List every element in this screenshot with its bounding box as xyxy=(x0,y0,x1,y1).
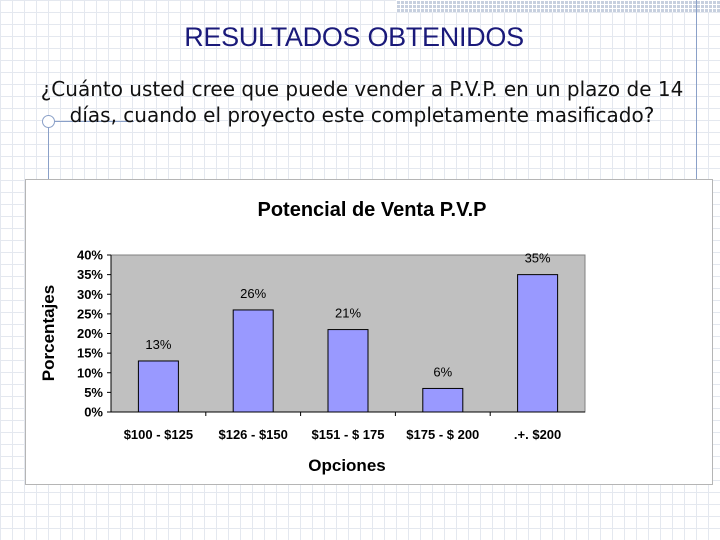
decorative-circle xyxy=(42,115,55,128)
bar-value-label: 6% xyxy=(433,364,452,379)
top-decorative-band xyxy=(396,0,720,12)
y-tick-label: 30% xyxy=(77,287,103,302)
bar-value-label: 21% xyxy=(335,306,361,321)
y-tick-label: 15% xyxy=(77,346,103,361)
x-tick-label: $151 - $ 175 xyxy=(311,427,384,442)
y-tick-label: 0% xyxy=(84,405,103,420)
bar xyxy=(327,329,369,413)
bar-value-label: 13% xyxy=(145,337,171,352)
x-axis-title: Opciones xyxy=(308,456,385,475)
x-tick-label: $100 - $125 xyxy=(124,427,193,442)
chart-title: Potencial de Venta P.V.P xyxy=(257,199,486,221)
chart-frame: Potencial de Venta P.V.P 0% 5% 10% 15% 20% 25%… xyxy=(25,179,713,485)
y-tick-label: 25% xyxy=(77,306,103,321)
x-tick-label: .+. $200 xyxy=(514,427,561,442)
y-tick-label: 20% xyxy=(77,326,103,341)
bar-value-label: 26% xyxy=(240,286,266,301)
y-tick-label: 40% xyxy=(77,248,103,263)
x-tick-label: $126 - $150 xyxy=(218,427,287,442)
x-tick-label: $175 - $ 200 xyxy=(406,427,479,442)
bar xyxy=(232,309,274,413)
right-decorative-line xyxy=(696,0,697,186)
y-tick-label: 35% xyxy=(77,267,103,282)
y-axis-title: Porcentajes xyxy=(39,285,58,381)
bar xyxy=(517,274,559,413)
y-tick-label: 5% xyxy=(84,385,103,400)
bar xyxy=(137,360,179,413)
bar xyxy=(422,387,464,413)
y-tick-label: 10% xyxy=(77,365,103,380)
bar-chart: Potencial de Venta P.V.P 0% 5% 10% 15% 20% 25%… xyxy=(39,199,586,475)
survey-question: ¿Cuánto usted cree que puede vender a P.… xyxy=(40,77,684,127)
left-decorative-hline xyxy=(48,121,134,122)
slide-title: RESULTADOS OBTENIDOS xyxy=(184,22,524,52)
bar-value-label: 35% xyxy=(525,251,551,266)
